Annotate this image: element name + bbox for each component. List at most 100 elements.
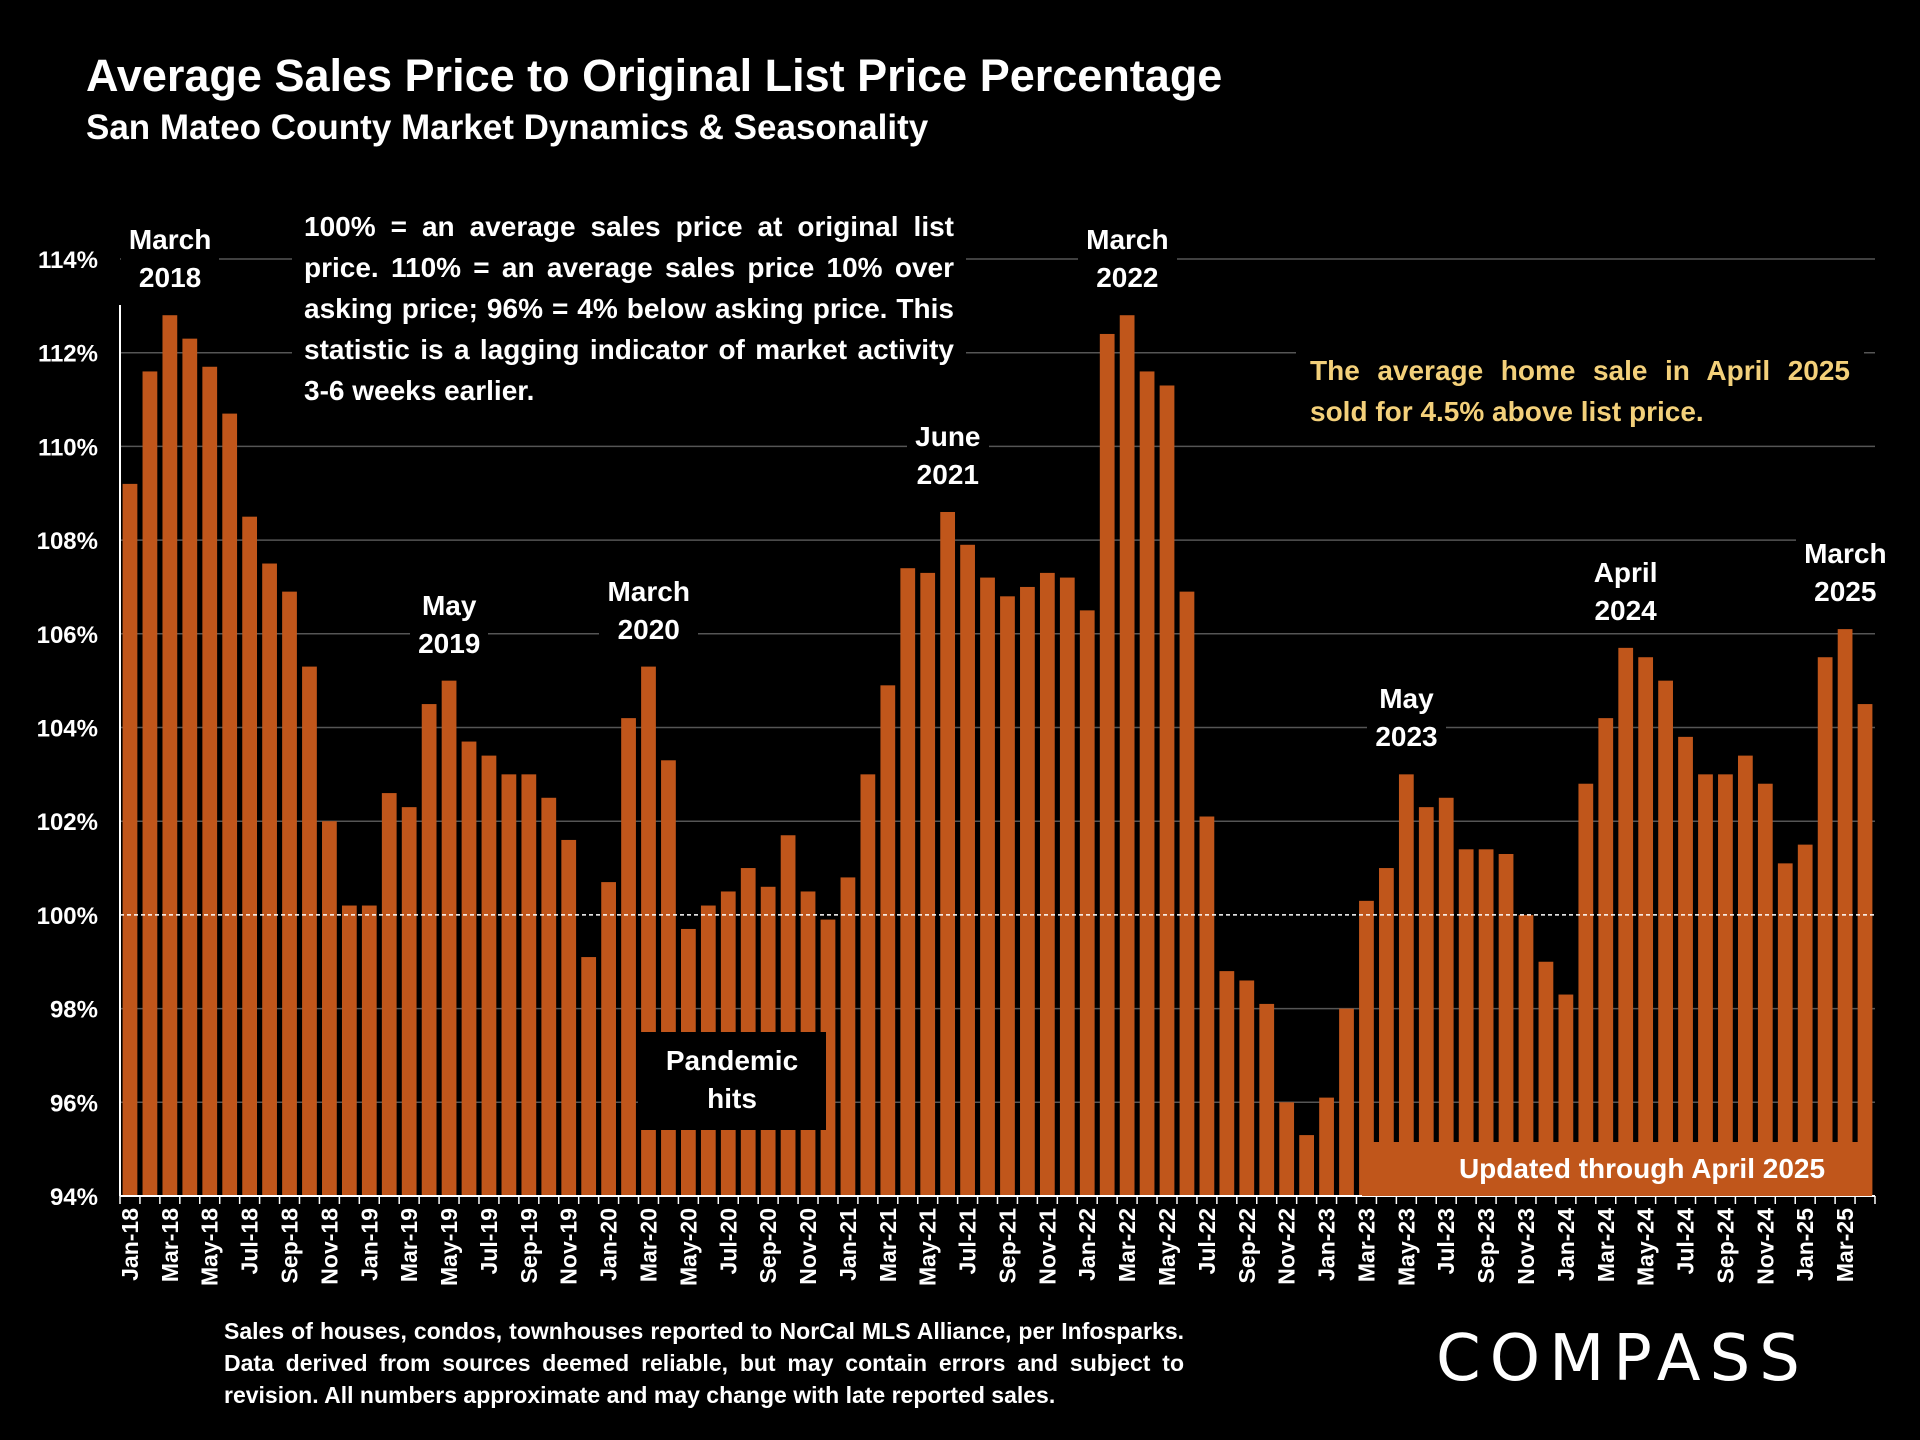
bar <box>1757 783 1773 1196</box>
x-tick-label: Mar-22 <box>1114 1208 1140 1282</box>
x-tick-label: Nov-21 <box>1034 1208 1060 1285</box>
y-tick-label: 106% <box>37 622 98 649</box>
bar <box>1678 736 1693 1196</box>
bar <box>561 839 577 1196</box>
y-tick-label: 98% <box>50 997 98 1024</box>
bar <box>1777 863 1793 1196</box>
updated-banner: Updated through April 2025 <box>1362 1142 1872 1196</box>
x-tick-label: Jan-22 <box>1074 1208 1100 1281</box>
bar <box>1598 718 1614 1196</box>
bar <box>1458 849 1474 1196</box>
x-tick-label: Nov-18 <box>316 1208 342 1285</box>
x-tick-label: Sep-23 <box>1473 1208 1499 1283</box>
x-tick-label: Jul-19 <box>476 1208 502 1274</box>
peak-annotation: March 2022 <box>1078 219 1177 300</box>
x-tick-label: Jan-21 <box>835 1208 861 1281</box>
bar <box>1857 704 1873 1196</box>
bar <box>1039 572 1055 1196</box>
x-tick-label: May-20 <box>675 1208 701 1286</box>
bar <box>1299 1135 1314 1196</box>
x-tick-label: May-18 <box>197 1208 223 1286</box>
bar <box>481 755 497 1196</box>
y-tick-label: 112% <box>38 341 98 368</box>
bar <box>601 882 616 1196</box>
bar <box>581 957 597 1196</box>
x-tick-label: Jan-23 <box>1314 1208 1340 1281</box>
bar <box>1079 610 1095 1196</box>
bar <box>202 366 218 1196</box>
x-tick-label: Jan-24 <box>1553 1208 1579 1281</box>
bar <box>1239 980 1255 1196</box>
y-tick-label: 110% <box>38 434 98 461</box>
x-tick-label: May-19 <box>436 1208 462 1286</box>
bar <box>1498 853 1514 1196</box>
x-tick-label: Nov-22 <box>1274 1208 1300 1285</box>
peak-annotation: March 2025 <box>1796 533 1895 614</box>
peak-annotation: June 2021 <box>907 415 989 496</box>
bar <box>1319 1097 1334 1196</box>
bars <box>122 315 1873 1197</box>
x-tick-label: Sep-19 <box>516 1208 542 1283</box>
y-tick-label: 114% <box>38 247 98 274</box>
bar <box>860 774 876 1196</box>
y-axis-ticks: 94% 96% 98% 100% 102% 104% 106% 108% 110% 112% 114… <box>37 247 98 1211</box>
bar <box>1418 807 1434 1196</box>
bar <box>302 666 317 1196</box>
bar <box>840 877 856 1196</box>
bar <box>1359 900 1374 1196</box>
x-tick-label: Sep-21 <box>994 1208 1020 1284</box>
x-tick-label: Sep-20 <box>755 1208 781 1283</box>
compass-logo: COMPASS <box>1436 1322 1809 1396</box>
bar <box>1438 797 1454 1196</box>
x-tick-label: Mar-19 <box>396 1208 422 1282</box>
bar <box>920 572 936 1196</box>
peak-annotation: March 2020 <box>599 570 698 651</box>
bar <box>780 835 796 1196</box>
bar <box>1199 816 1215 1196</box>
x-tick-label: Jul-20 <box>715 1208 741 1274</box>
x-tick-label: Jul-18 <box>237 1208 263 1275</box>
bar <box>182 338 198 1196</box>
peak-annotation: May 2023 <box>1367 678 1446 759</box>
bar <box>421 704 437 1196</box>
peak-annotation: April 2024 <box>1585 551 1666 632</box>
y-tick-label: 94% <box>50 1184 98 1211</box>
bar <box>980 577 995 1196</box>
x-tick-label: Nov-19 <box>556 1208 582 1285</box>
y-tick-label: 102% <box>37 809 98 836</box>
bar <box>1379 868 1394 1196</box>
x-tick-label: Mar-24 <box>1593 1208 1619 1282</box>
x-tick-label: Jul-24 <box>1673 1208 1699 1275</box>
bar <box>1518 914 1534 1196</box>
x-tick-label: Mar-23 <box>1353 1208 1379 1282</box>
bar <box>1658 680 1673 1196</box>
bar <box>521 774 537 1196</box>
bar <box>501 774 517 1196</box>
bar <box>1179 591 1195 1196</box>
bar <box>1578 783 1594 1196</box>
x-tick-label: Sep-18 <box>277 1208 303 1284</box>
bar <box>341 905 357 1196</box>
bar <box>1099 333 1115 1197</box>
bar <box>361 905 377 1196</box>
bar <box>1837 629 1853 1196</box>
x-tick-label: Jul-21 <box>955 1208 981 1275</box>
bar <box>1339 1008 1354 1196</box>
x-tick-label: Jan-20 <box>596 1208 622 1281</box>
y-tick-label: 108% <box>37 528 98 555</box>
chart-title: Average Sales Price to Original List Pri… <box>86 50 1223 101</box>
x-tick-label: Jul-23 <box>1433 1208 1459 1274</box>
pandemic-label: Pandemic hits <box>638 1032 826 1130</box>
x-tick-label: Jan-25 <box>1792 1208 1818 1281</box>
bar <box>1259 1003 1275 1196</box>
x-tick-label: Mar-25 <box>1832 1208 1858 1282</box>
bar <box>960 544 975 1196</box>
x-tick-label: May-21 <box>915 1208 941 1286</box>
x-tick-label: Mar-20 <box>635 1208 661 1282</box>
y-tick-label: 96% <box>50 1090 98 1117</box>
peak-annotation: May 2019 <box>410 584 489 665</box>
bar <box>262 563 277 1196</box>
x-tick-label: Sep-22 <box>1234 1208 1260 1283</box>
x-tick-label: Jan-19 <box>356 1208 382 1281</box>
